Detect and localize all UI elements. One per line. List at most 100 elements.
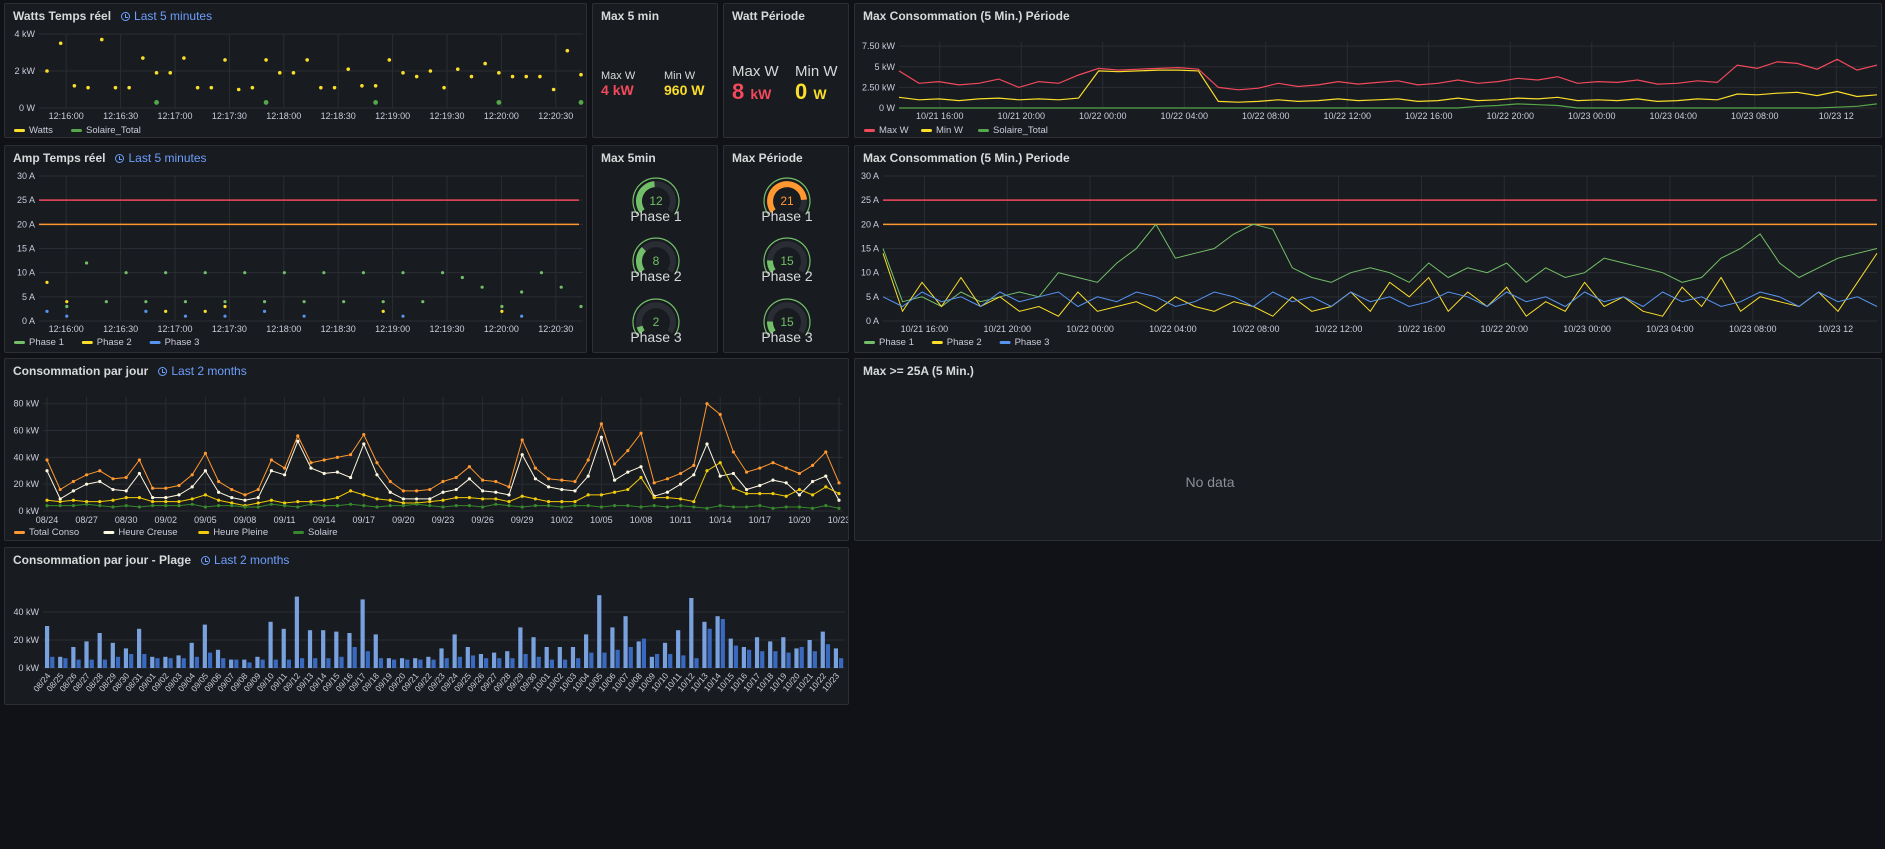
y-tick-label: 25 A (861, 195, 879, 205)
data-point-solaire (626, 504, 630, 508)
bar-series-1 (768, 641, 773, 668)
data-point-total-conso (243, 493, 247, 497)
time-range-link[interactable]: Last 2 months (201, 553, 289, 567)
data-point-heure-creuse (837, 498, 841, 502)
x-tick-label: 12:17:30 (212, 111, 247, 121)
data-point-phase-3 (520, 314, 524, 318)
bar-series-1 (202, 624, 207, 668)
bar-series-2 (339, 656, 344, 668)
max-w-value: 8 kW (732, 79, 772, 104)
data-point-heure-pleine (441, 498, 445, 502)
bar-series-2 (484, 658, 489, 668)
y-tick-label: 20 A (861, 219, 879, 229)
bar-series-2 (549, 659, 554, 668)
data-point-total-conso (283, 466, 287, 470)
data-point-heure-pleine (665, 495, 670, 500)
data-point-heure-pleine (256, 501, 260, 505)
data-point-solaire (520, 505, 524, 509)
data-point-total-conso (547, 477, 551, 481)
data-point-heure-pleine (388, 498, 392, 502)
data-point-solaire (824, 504, 828, 508)
data-point-solaire (243, 505, 247, 509)
data-point-heure-pleine (599, 493, 604, 497)
data-point-phase-1 (84, 261, 89, 265)
time-range-link[interactable]: Last 5 minutes (115, 151, 207, 165)
data-point-watts (483, 61, 487, 66)
y-tick-label: 15 A (17, 244, 35, 254)
data-point-phase-1 (480, 285, 484, 289)
data-point-solaire (507, 504, 511, 508)
x-tick-label: 12:20:00 (484, 111, 519, 121)
bar-series-2 (707, 628, 712, 668)
min-w-value: 0 W (795, 79, 827, 104)
data-point-heure-pleine (520, 494, 524, 498)
bar-series-1 (268, 621, 273, 668)
data-point-phase-2 (164, 309, 168, 313)
gauge-value: 21 (780, 194, 794, 208)
gauge-label-phase-1: Phase 1 (630, 208, 682, 224)
data-point-watts (195, 85, 200, 90)
gauge-label-phase-3: Phase 3 (761, 329, 813, 345)
no-data-message: No data (1185, 474, 1235, 490)
data-point-heure-pleine (758, 491, 762, 496)
x-tick-label: 12:16:30 (103, 324, 138, 334)
data-point-watts (154, 71, 159, 75)
legend-label: Phase 2 (97, 337, 132, 348)
time-range-link[interactable]: Last 5 minutes (121, 9, 212, 23)
panel-max-consommation-periode: Max Consommation (5 Min.) Période 7.50 k… (854, 3, 1882, 138)
x-tick-label: 12:17:00 (157, 111, 192, 121)
data-point-heure-creuse (547, 485, 551, 489)
x-tick-label: 12:18:30 (321, 324, 356, 334)
x-tick-label: 10/23 04:00 (1649, 111, 1697, 121)
data-point-phase-3 (144, 309, 148, 313)
x-tick-label: 09/08 (234, 515, 257, 525)
bar-series-1 (307, 630, 313, 668)
data-point-heure-creuse (824, 474, 828, 478)
data-point-heure-pleine (217, 498, 221, 502)
data-point-total-conso (58, 487, 62, 492)
data-point-solaire (375, 505, 379, 509)
legend-swatch (999, 341, 1011, 344)
bar-series-2 (746, 649, 752, 668)
data-point-phase-1 (500, 304, 504, 309)
data-point-heure-creuse (771, 478, 775, 482)
data-point-solaire (718, 504, 722, 508)
min-w-value: 960 W (664, 82, 705, 98)
bar-series-2 (694, 658, 699, 668)
data-point-total-conso (467, 465, 471, 469)
x-tick-label: 12:16:30 (103, 111, 138, 121)
data-point-heure-creuse (441, 490, 445, 494)
time-range-link[interactable]: Last 2 months (158, 364, 247, 378)
data-point-phase-1 (322, 271, 326, 275)
data-point-heure-pleine (230, 501, 234, 505)
panel-title: Max >= 25A (5 Min.) (863, 364, 974, 378)
panel-max-25a: Max >= 25A (5 Min.) No data (854, 358, 1882, 541)
bar-series-1 (610, 627, 615, 668)
data-point-watts (319, 85, 323, 90)
data-point-total-conso (217, 479, 221, 484)
bar-series-1 (557, 647, 562, 668)
bar-series-2 (63, 658, 68, 668)
bar-series-1 (728, 638, 733, 668)
x-tick-label: 10/22 04:00 (1149, 324, 1197, 334)
data-point-solaire (388, 504, 392, 508)
x-tick-label: 10/22 12:00 (1315, 324, 1363, 334)
panel-title: Max Consommation (5 Min.) Periode (863, 151, 1070, 165)
data-point-phase-1 (342, 300, 346, 304)
legend-swatch (931, 341, 943, 344)
bar-series-1 (242, 659, 247, 668)
y-tick-label: 2.50 kW (862, 82, 896, 92)
x-tick-label: 12:19:30 (429, 111, 464, 121)
x-tick-label: 09/02 (155, 515, 178, 525)
data-point-solaire_total (373, 100, 379, 105)
data-point-heure-creuse (573, 489, 577, 493)
data-point-watts (455, 67, 460, 71)
x-tick-label: 10/22 08:00 (1232, 324, 1280, 334)
gauge-fill (636, 325, 645, 334)
data-point-watts (113, 85, 118, 90)
bar-series-1 (478, 654, 484, 668)
gauge-label-phase-3: Phase 3 (630, 329, 682, 345)
x-tick-label: 10/21 20:00 (997, 111, 1045, 121)
data-point-heure-creuse (811, 479, 815, 484)
